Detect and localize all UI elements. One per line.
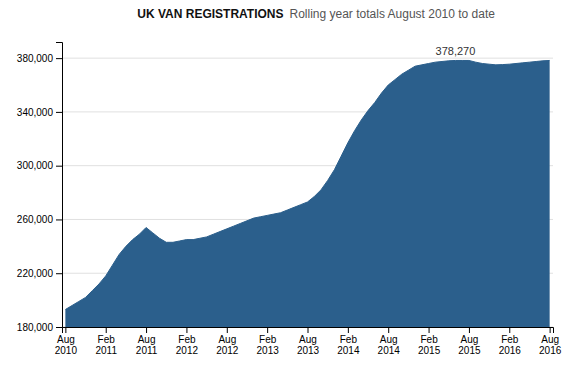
x-tick: Aug2012 xyxy=(216,327,239,356)
grid-line xyxy=(62,58,553,59)
x-tick-label: Feb2014 xyxy=(337,334,360,356)
x-tick-label-line: Aug xyxy=(541,334,559,345)
y-tick-label: 260,000 xyxy=(17,214,54,225)
y-tick: 260,000 xyxy=(17,214,62,225)
x-tick: Aug2016 xyxy=(539,327,562,356)
x-tick-mark xyxy=(106,327,107,333)
y-tick-mark xyxy=(56,112,62,113)
y-tick-label: 340,000 xyxy=(17,107,54,118)
y-tick: 180,000 xyxy=(17,322,62,333)
x-tick: Feb2015 xyxy=(418,327,441,356)
y-tick: 300,000 xyxy=(17,160,62,171)
x-tick-label: Feb2016 xyxy=(499,334,522,356)
x-tick-label: Aug2011 xyxy=(136,334,158,356)
y-tick-mark xyxy=(56,327,62,328)
y-axis-line xyxy=(56,43,63,328)
plot: 180,000 220,000 260,000 300,000 340,000 380,0… xyxy=(17,43,562,357)
x-tick-mark xyxy=(469,327,470,333)
x-tick-label: Aug2014 xyxy=(378,334,401,356)
y-tick-label: 180,000 xyxy=(17,322,54,333)
x-tick-label-line: 2011 xyxy=(136,345,158,356)
y-tick: 380,000 xyxy=(17,53,62,64)
x-tick-mark xyxy=(348,327,349,333)
x-tick-label-line: 2016 xyxy=(539,345,562,356)
x-tick: Feb2011 xyxy=(95,327,117,356)
x-tick: Aug2015 xyxy=(458,327,481,356)
x-tick-label: Aug2012 xyxy=(216,334,239,356)
x-tick-label-line: Aug xyxy=(380,334,398,345)
x-tick-label: Feb2012 xyxy=(176,334,199,356)
x-tick-label-line: Aug xyxy=(461,334,479,345)
x-tick-label-line: 2014 xyxy=(337,345,360,356)
x-tick-mark xyxy=(186,327,187,333)
x-tick-mark xyxy=(146,327,147,333)
x-tick-label-line: 2011 xyxy=(95,345,117,356)
x-tick-label-line: Feb xyxy=(178,334,196,345)
x-tick-label-line: 2012 xyxy=(176,345,199,356)
x-tick: Aug2010 xyxy=(55,327,78,356)
y-tick-mark xyxy=(56,219,62,220)
x-tick: Aug2011 xyxy=(136,327,158,356)
marks xyxy=(65,60,549,327)
y-tick-mark xyxy=(56,166,62,167)
x-tick-label-line: Feb xyxy=(501,334,519,345)
x-tick-label-line: Aug xyxy=(299,334,317,345)
x-tick-label: Aug2015 xyxy=(458,334,481,356)
x-tick-label-line: 2015 xyxy=(418,345,441,356)
x-tick-label: Aug2013 xyxy=(297,334,320,356)
x-tick: Feb2013 xyxy=(257,327,280,356)
x-tick-label: Feb2011 xyxy=(95,334,117,356)
x-tick-mark xyxy=(509,327,510,333)
line xyxy=(65,60,549,309)
x-tick: Feb2014 xyxy=(337,327,360,356)
x-tick: Aug2013 xyxy=(297,327,320,356)
x-tick-label-line: 2012 xyxy=(216,345,239,356)
y-tick-label: 220,000 xyxy=(17,268,54,279)
annotation: 378,270 xyxy=(436,45,476,57)
x-tick-label: Feb2013 xyxy=(257,334,280,356)
area xyxy=(65,60,549,327)
x-tick-label: Aug2010 xyxy=(55,334,78,356)
y-tick-mark xyxy=(56,273,62,274)
x-tick-label-line: Feb xyxy=(98,334,116,345)
y-tick: 340,000 xyxy=(17,107,62,118)
x-tick: Aug2014 xyxy=(378,327,401,356)
y-tick-label: 380,000 xyxy=(17,53,54,64)
y-tick: 220,000 xyxy=(17,268,62,279)
x-tick-label-line: 2013 xyxy=(297,345,320,356)
x-tick-label-line: Aug xyxy=(57,334,75,345)
x-tick-mark xyxy=(550,327,551,333)
y-tick-label: 300,000 xyxy=(17,160,54,171)
x-tick-label-line: 2016 xyxy=(499,345,522,356)
x-tick-label-line: 2013 xyxy=(257,345,280,356)
x-tick-label-line: Aug xyxy=(138,334,156,345)
x-tick-mark xyxy=(227,327,228,333)
subtitle: Rolling year totals August 2010 to date xyxy=(290,7,496,21)
x-axis-line xyxy=(63,328,554,334)
x-tick-mark xyxy=(308,327,309,333)
y-axis: 180,000 220,000 260,000 300,000 340,000 380,0… xyxy=(17,43,63,333)
x-tick: Feb2012 xyxy=(176,327,199,356)
x-tick-label-line: Feb xyxy=(259,334,277,345)
x-tick-mark xyxy=(267,327,268,333)
x-tick-label-line: Aug xyxy=(218,334,236,345)
x-tick-label-line: Feb xyxy=(420,334,438,345)
title: UK VAN REGISTRATIONS xyxy=(137,7,283,21)
x-tick: Feb2016 xyxy=(499,327,522,356)
x-tick-label-line: 2015 xyxy=(458,345,481,356)
x-tick-mark xyxy=(388,327,389,333)
x-tick-label-line: Feb xyxy=(340,334,358,345)
x-tick-label: Feb2015 xyxy=(418,334,441,356)
grid xyxy=(62,58,553,327)
x-axis: Aug2010Feb2011Aug2011Feb2012Aug2012Feb20… xyxy=(55,327,562,356)
x-tick-label-line: 2014 xyxy=(378,345,401,356)
chart: UK VAN REGISTRATIONS Rolling year totals … xyxy=(0,0,573,367)
x-tick-mark xyxy=(429,327,430,333)
x-tick-mark xyxy=(65,327,66,333)
x-tick-label: Aug2016 xyxy=(539,334,562,356)
y-tick-mark xyxy=(56,58,62,59)
x-tick-label-line: 2010 xyxy=(55,345,78,356)
